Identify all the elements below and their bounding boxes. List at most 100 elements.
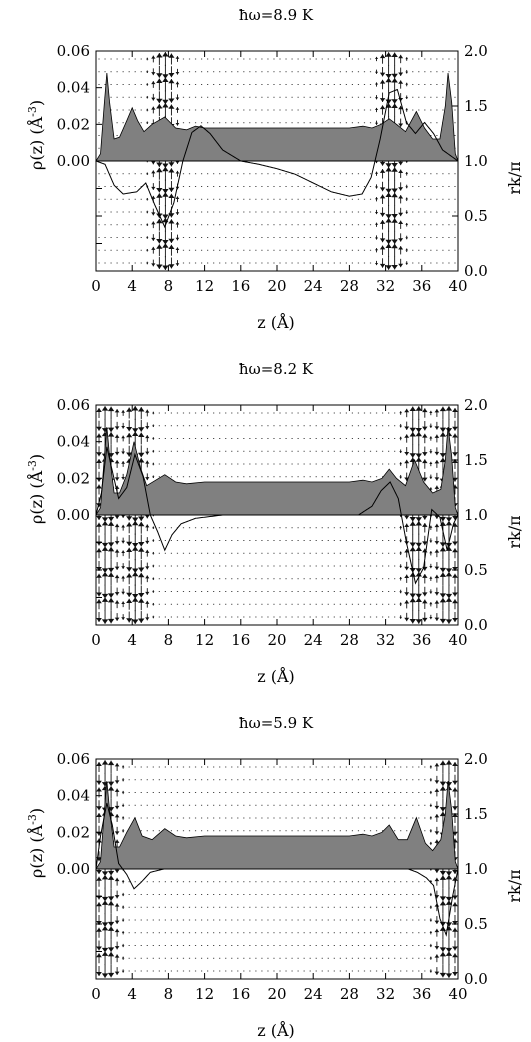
field-arrow-head	[439, 567, 447, 573]
field-arrow-head	[415, 457, 422, 462]
field-arrow-head	[379, 161, 386, 166]
field-arrow-head	[374, 71, 379, 74]
y2-tick-label: 0.0	[464, 970, 488, 988]
field-arrow-head	[168, 244, 175, 250]
field-arrow-head	[145, 524, 150, 528]
field-arrow-head	[121, 956, 125, 959]
y2-tick-label: 0.0	[464, 262, 488, 280]
x-tick-label: 28	[340, 631, 359, 649]
field-arrow-head	[399, 565, 403, 568]
field-arrow-head	[404, 617, 410, 622]
field-arrow-head	[434, 814, 440, 818]
field-arrow-head	[405, 71, 409, 74]
x-tick-label: 0	[91, 985, 101, 1003]
field-arrow-head	[107, 921, 115, 927]
field-arrow-head	[429, 816, 433, 819]
field-arrow-head	[391, 192, 398, 198]
field-arrow-head	[101, 571, 109, 577]
y-axis-label-main: ρ(z) (Å	[26, 116, 46, 170]
field-arrow-head	[385, 217, 392, 223]
field-arrow-head	[405, 262, 409, 265]
field-arrow-head	[121, 830, 125, 833]
field-arrow-head	[439, 807, 447, 812]
field-arrow-head	[121, 435, 126, 439]
field-arrow-head	[452, 921, 458, 925]
field-arrow-head	[121, 816, 125, 819]
field-arrow-head	[439, 593, 447, 598]
field-arrow-head	[101, 406, 109, 411]
field-arrow-head	[107, 567, 115, 573]
field-arrow-head	[168, 104, 175, 109]
y-axis-label-close: )	[27, 454, 46, 460]
field-arrow-head	[398, 123, 404, 127]
field-arrow-head	[422, 523, 428, 527]
field-arrow-head	[168, 238, 175, 243]
field-arrow-head	[374, 82, 379, 85]
field-arrow-head	[101, 760, 109, 765]
field-arrow-head	[429, 551, 433, 554]
field-arrow-head	[114, 788, 120, 792]
field-arrow-head	[385, 192, 392, 197]
field-arrow-head	[434, 477, 440, 481]
field-arrow-head	[152, 450, 155, 453]
field-arrow-head	[162, 240, 169, 245]
y-tick-label: 0.04	[57, 433, 90, 451]
y2-axis-label: rk/π	[505, 515, 524, 548]
field-arrow-head	[121, 515, 126, 518]
field-arrow-head	[452, 870, 458, 874]
field-arrow-head	[132, 543, 139, 548]
field-arrow-head	[391, 73, 398, 79]
field-arrow-head	[445, 571, 453, 577]
field-arrow-head	[429, 476, 433, 479]
field-arrow-head	[404, 574, 410, 579]
field-arrow-head	[434, 549, 440, 553]
field-arrow-head	[151, 106, 156, 110]
field-arrow-head	[391, 265, 398, 270]
x-tick-label: 16	[231, 277, 250, 295]
field-arrow-head	[399, 551, 403, 554]
field-arrow-head	[121, 524, 126, 528]
field-arrow-head	[121, 779, 125, 782]
field-arrow-head	[385, 74, 392, 79]
field-arrow-head	[96, 876, 102, 881]
field-arrow-head	[138, 541, 145, 547]
field-arrow-head	[452, 573, 458, 578]
field-arrow-head	[374, 197, 379, 200]
field-arrow-head	[399, 425, 403, 428]
y-axis-label-main: ρ(z) (Å	[26, 824, 46, 878]
field-arrow-head	[415, 619, 422, 624]
field-arrow-head	[107, 760, 115, 766]
field-arrow-head	[107, 546, 115, 552]
field-arrow-head	[434, 523, 440, 528]
field-arrow-head	[126, 592, 133, 597]
field-arrow-head	[121, 591, 126, 595]
field-arrow-head	[391, 163, 398, 168]
field-arrow-head	[434, 451, 440, 456]
field-arrow-head	[405, 211, 409, 214]
field-arrow-head	[452, 459, 458, 463]
field-arrow-head	[107, 947, 115, 952]
field-arrow-head	[121, 905, 125, 908]
field-arrow-head	[452, 946, 458, 951]
field-arrow-head	[452, 548, 458, 553]
field-arrow-head	[409, 427, 416, 433]
field-arrow-head	[114, 839, 120, 843]
field-arrow-head	[445, 973, 453, 978]
field-arrow-head	[114, 895, 120, 899]
field-arrow-head	[175, 161, 180, 164]
x-tick-label: 12	[195, 631, 214, 649]
field-arrow-head	[121, 790, 125, 793]
field-arrow-head	[398, 238, 404, 242]
field-arrow-head	[429, 525, 433, 528]
field-arrow-head	[168, 168, 175, 173]
field-arrow-head	[96, 838, 102, 843]
field-arrow-head	[409, 521, 416, 526]
field-arrow-head	[422, 477, 428, 482]
field-arrow-head	[162, 192, 169, 197]
panel-title: ħω=8.2 K	[239, 360, 314, 378]
field-arrow-head	[101, 520, 109, 526]
field-arrow-head	[374, 211, 379, 215]
x-tick-label: 16	[231, 631, 250, 649]
field-arrow-head	[151, 246, 156, 250]
field-arrow-head	[439, 786, 447, 791]
